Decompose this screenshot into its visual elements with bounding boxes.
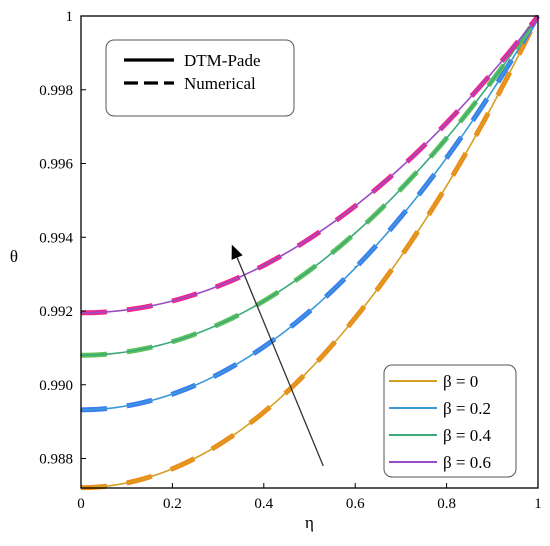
y-axis-label: θ	[10, 247, 18, 266]
x-tick-label: 1	[534, 496, 542, 512]
plot-frame	[80, 15, 539, 489]
series-legend-box	[383, 364, 517, 478]
x-tick-label: 0.8	[437, 496, 456, 512]
data-point	[262, 345, 265, 348]
y-tick-label: 0.996	[39, 157, 73, 173]
curves-layer	[80, 14, 541, 491]
x-tick-label: 0.6	[346, 496, 365, 512]
data-point	[171, 393, 174, 395]
trend-arrow	[231, 244, 324, 467]
x-tick-label: 0	[77, 496, 85, 512]
data-point	[445, 122, 448, 125]
y-axis: 0.988 0.990 0.992 0.994 0.996 0.998 1	[39, 9, 86, 468]
x-tick-label: 0.4	[254, 496, 273, 512]
data-point	[262, 264, 265, 267]
data-point	[445, 136, 448, 139]
data-point	[445, 185, 448, 187]
arrow-shaft	[236, 257, 324, 467]
series-2-dtm-pade	[80, 15, 539, 357]
legend-label-dtm-pade: DTM-Pade	[184, 51, 260, 70]
series-legend: β = 0 β = 0.2 β = 0.4 β = 0.6	[383, 364, 517, 478]
y-tick-label: 0.990	[39, 378, 73, 394]
data-point	[445, 156, 448, 159]
legend-label: β = 0	[443, 372, 478, 391]
y-tick-label: 0.988	[39, 452, 73, 468]
line-style-legend: DTM-Pade Numerical	[105, 39, 295, 117]
data-point	[171, 467, 174, 470]
data-point	[171, 340, 174, 343]
data-point	[354, 265, 357, 268]
x-axis: 0 0.2 0.4 0.6 0.8 1	[77, 483, 542, 512]
data-point	[171, 300, 174, 302]
legend-label: β = 0.2	[443, 399, 491, 418]
x-tick-label: 0.2	[163, 496, 182, 512]
data-point	[354, 317, 357, 319]
data-point	[354, 205, 357, 208]
data-point	[354, 231, 357, 234]
series-1-dtm-pade	[80, 15, 539, 411]
data-point	[262, 300, 265, 302]
data-point	[262, 411, 265, 414]
y-tick-label: 0.992	[39, 304, 73, 320]
y-tick-label: 0.994	[39, 230, 73, 246]
legend-label-numerical: Numerical	[184, 74, 256, 93]
legend-label: β = 0.6	[443, 453, 491, 472]
y-tick-label: 1	[66, 9, 74, 25]
y-tick-label: 0.998	[39, 83, 73, 99]
arrow-head	[231, 244, 243, 260]
series-0-dtm-pade	[80, 15, 539, 489]
series-legend-entries: β = 0 β = 0.2 β = 0.4 β = 0.6	[389, 372, 491, 472]
legend-label: β = 0.4	[443, 426, 491, 445]
x-axis-label: η	[305, 513, 314, 532]
series-3-dtm-pade	[80, 15, 539, 314]
